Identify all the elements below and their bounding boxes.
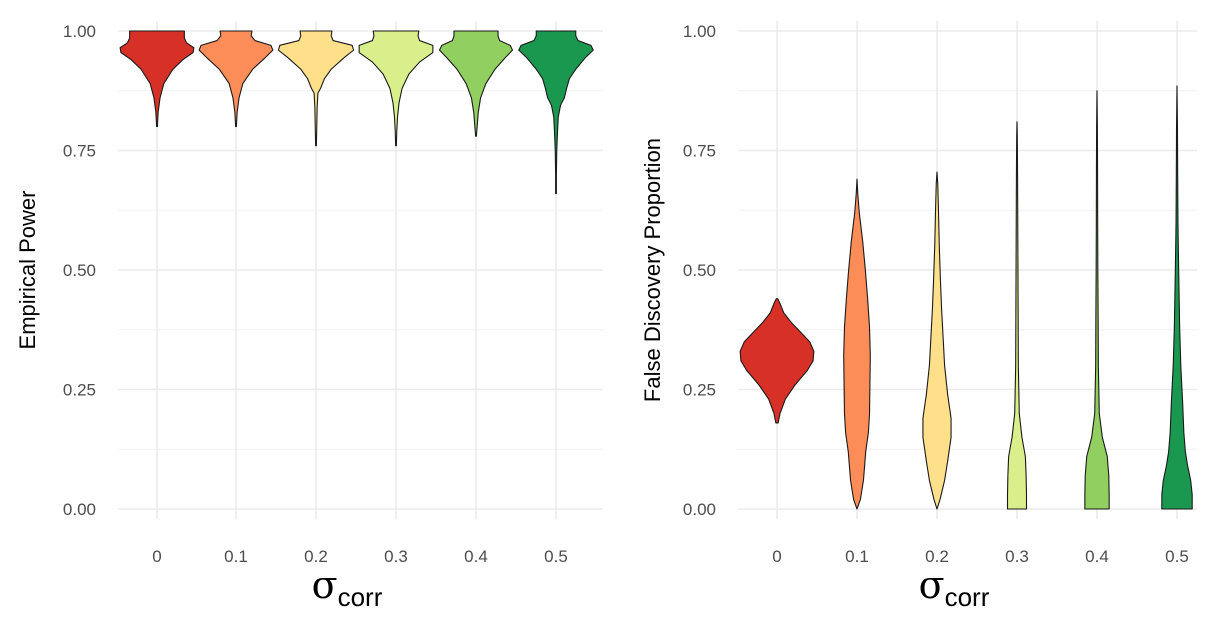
violin-0-4 <box>438 30 514 137</box>
violin-0-2 <box>922 171 952 510</box>
violin-0-1 <box>198 30 274 128</box>
x-tick-label: 0.3 <box>1005 547 1029 566</box>
violin-0-2 <box>277 30 355 147</box>
x-tick-label: 0.5 <box>1165 547 1189 566</box>
y-tick-label: 0.50 <box>683 261 716 280</box>
x-tick-label: 0.4 <box>464 547 488 566</box>
gridlines <box>738 21 1197 519</box>
y-tick-label: 1.00 <box>683 22 716 41</box>
x-tick-label: 0.2 <box>304 547 328 566</box>
y-tick-label: 0.25 <box>683 381 716 400</box>
x-axis-title-subscript: corr <box>338 582 383 612</box>
y-tick-label: 0.00 <box>683 500 716 519</box>
y-tick-label: 0.25 <box>63 381 96 400</box>
x-tick-label: 0.3 <box>384 547 408 566</box>
x-axis-title-subscript: corr <box>945 582 990 612</box>
violin-0-4 <box>1084 90 1110 510</box>
violin-0-5 <box>1161 85 1193 510</box>
violin-0-5 <box>518 30 594 195</box>
y-axis-title: Empirical Power <box>15 191 40 350</box>
y-tick-label: 1.00 <box>63 22 96 41</box>
gridlines <box>118 21 603 519</box>
x-tick-label: 0.4 <box>1085 547 1109 566</box>
false-discovery-panel: 0.00 0.25 0.50 0.75 1.00 0 0.1 0.2 0.3 0.4 0.5 Fals… <box>640 21 1197 612</box>
x-axis-title-symbol: σ <box>919 563 945 607</box>
x-axis-title: σcorr <box>919 563 990 612</box>
x-tick-label: 0.1 <box>845 547 869 566</box>
violin-0-3 <box>1006 121 1028 510</box>
empirical-power-panel: 0.00 0.25 0.50 0.75 1.00 0 0.1 0.2 0.3 0.4 0.5 Empi… <box>15 21 603 612</box>
x-tick-label: 0 <box>152 547 161 566</box>
violin-0-1 <box>843 178 871 510</box>
violin-0 <box>119 30 195 128</box>
violins <box>739 85 1193 510</box>
y-axis-title: False Discovery Proportion <box>640 138 665 402</box>
y-tick-label: 0.75 <box>683 142 716 161</box>
x-axis-title-symbol: σ <box>312 563 338 607</box>
x-tick-label: 0.1 <box>224 547 248 566</box>
y-tick-label: 0.50 <box>63 261 96 280</box>
violin-0-3 <box>358 30 434 147</box>
x-axis-title: σcorr <box>312 563 383 612</box>
x-tick-label: 0 <box>772 547 781 566</box>
y-tick-label: 0.75 <box>63 142 96 161</box>
x-tick-label: 0.2 <box>925 547 949 566</box>
violin-0 <box>739 298 815 424</box>
x-tick-label: 0.5 <box>544 547 568 566</box>
y-tick-label: 0.00 <box>63 500 96 519</box>
violins <box>119 30 594 195</box>
